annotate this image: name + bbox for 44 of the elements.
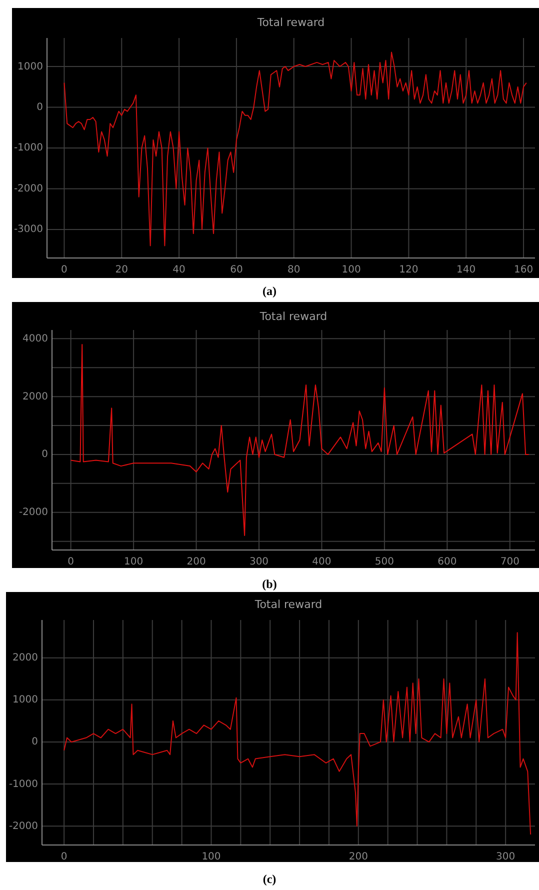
y-tick-label: 2000 [22, 391, 48, 402]
y-tick-label: 1000 [18, 61, 43, 72]
x-tick-label: 700 [500, 556, 520, 568]
chart-title: Total reward [254, 598, 322, 612]
y-tick-label: 0 [42, 449, 48, 460]
x-tick-label: 120 [399, 264, 418, 276]
x-tick-label: 200 [186, 556, 206, 568]
x-tick-label: 140 [456, 264, 476, 276]
x-tick-label: 100 [124, 556, 144, 568]
x-tick-label: 100 [342, 264, 361, 276]
y-tick-label: -2000 [18, 507, 48, 518]
x-tick-label: 400 [312, 556, 332, 568]
x-tick-label: 60 [230, 264, 243, 276]
text: (c) [262, 872, 276, 886]
chart-title: Total reward [258, 310, 328, 324]
x-tick-label: 0 [68, 556, 74, 568]
text: (b) [262, 576, 277, 591]
y-tick-label: 0 [32, 736, 38, 748]
text: (a) [262, 284, 276, 298]
x-tick-label: 100 [202, 852, 221, 863]
x-tick-label: 300 [496, 852, 516, 863]
line-series [64, 632, 532, 835]
chart-title: Total reward [256, 16, 325, 30]
y-tick-label: -1000 [8, 778, 38, 790]
y-tick-label: -2000 [8, 820, 38, 832]
y-tick-label: 2000 [12, 652, 38, 664]
x-tick-label: 20 [115, 264, 128, 276]
x-tick-label: 600 [438, 556, 457, 568]
x-tick-label: 160 [514, 264, 534, 276]
line-series [70, 344, 530, 536]
y-tick-label: -3000 [14, 224, 43, 236]
line-series [64, 52, 527, 246]
x-tick-label: 300 [249, 556, 269, 568]
y-tick-label: -2000 [14, 183, 43, 194]
y-tick-label: -1000 [14, 142, 43, 154]
x-tick-label: 200 [348, 852, 368, 863]
y-tick-label: 1000 [12, 694, 38, 706]
x-tick-label: 0 [60, 852, 68, 863]
x-tick-label: 500 [374, 556, 394, 568]
y-tick-label: 0 [36, 102, 43, 113]
x-tick-label: 0 [61, 264, 68, 276]
x-tick-label: 40 [172, 264, 186, 276]
y-tick-label: 4000 [22, 333, 48, 344]
x-tick-label: 80 [288, 264, 300, 276]
